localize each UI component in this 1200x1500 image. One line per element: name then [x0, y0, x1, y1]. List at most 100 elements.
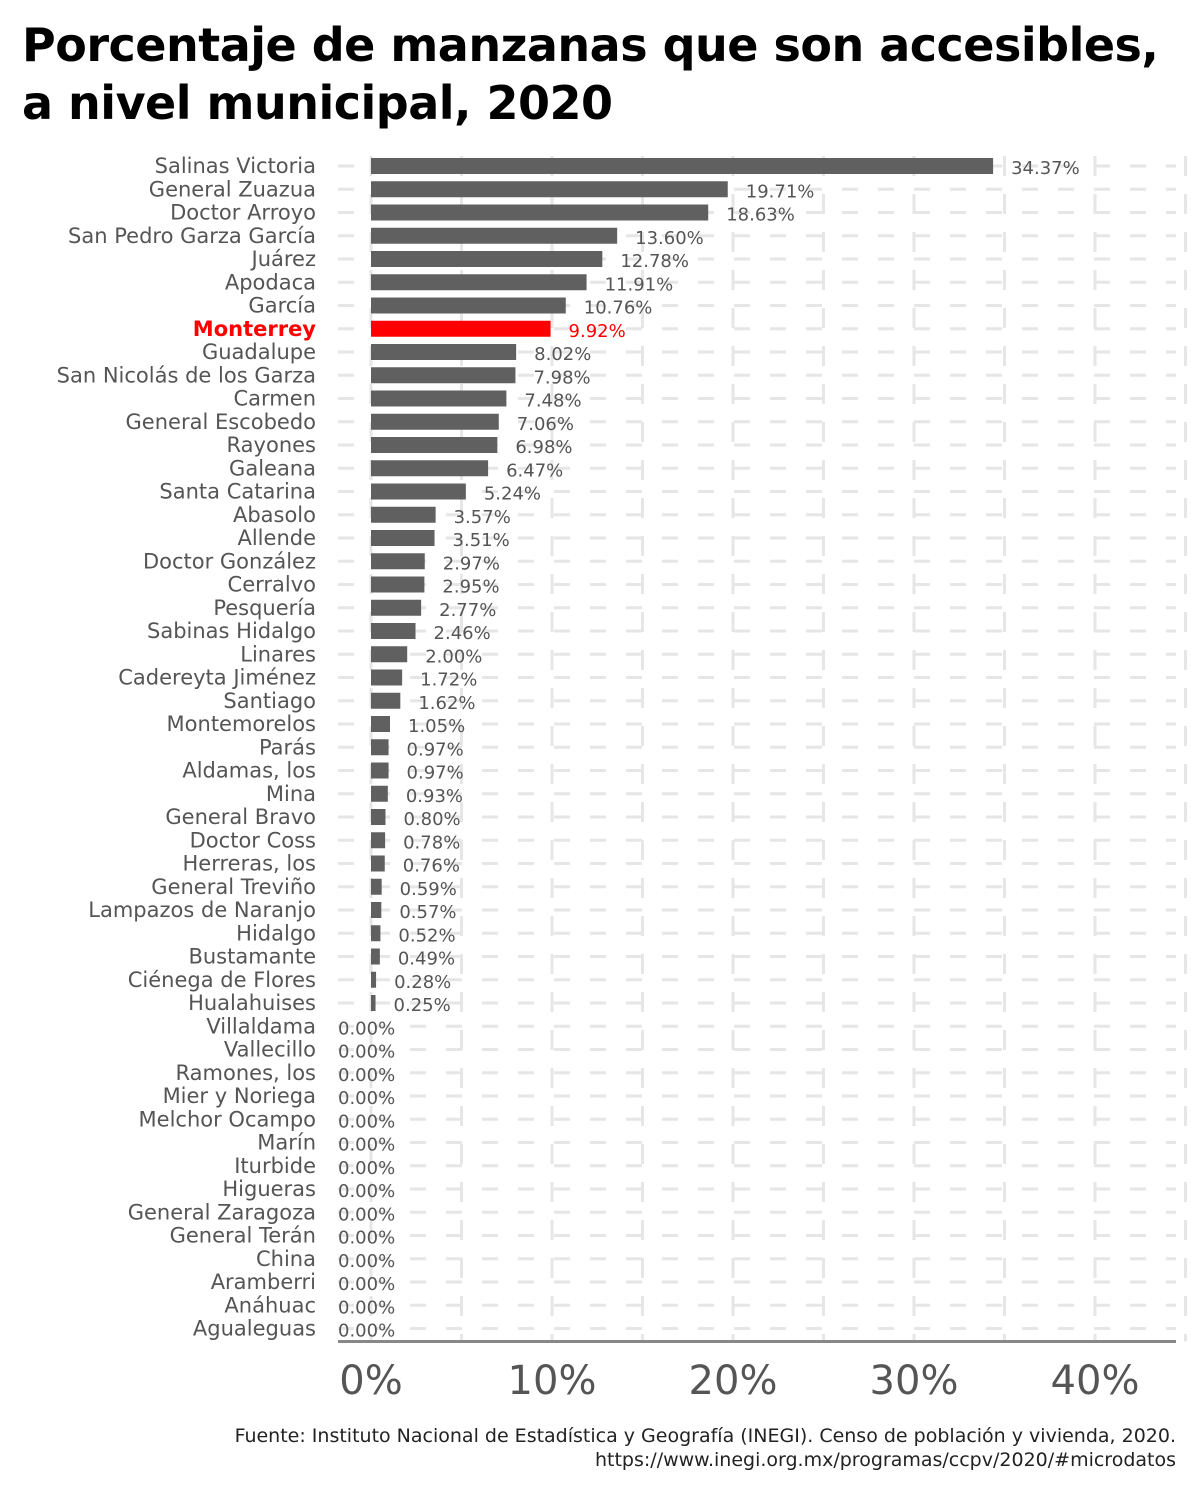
bar [371, 227, 618, 244]
value-label: 0.00% [338, 1321, 395, 1342]
grid-layer [338, 156, 1187, 1342]
bar [371, 669, 403, 686]
x-tick-label: 10% [508, 1358, 597, 1404]
bar [371, 390, 507, 407]
value-label: 0.00% [338, 1181, 395, 1202]
bar [371, 716, 391, 732]
value-label: 10.76% [584, 298, 653, 319]
bar [371, 785, 388, 802]
category-label: Aldamas, los [182, 759, 316, 783]
bar [371, 832, 386, 849]
category-label: Mina [266, 782, 316, 806]
bar [371, 251, 603, 267]
value-label: 0.97% [407, 763, 464, 784]
value-label: 8.02% [534, 344, 591, 365]
bars-layer [371, 158, 994, 1011]
value-label: 19.71% [746, 181, 815, 202]
category-label: General Escobedo [126, 410, 316, 434]
value-label: 7.06% [517, 414, 574, 435]
bar [371, 646, 408, 663]
category-label: Carmen [234, 387, 316, 411]
value-label: 0.52% [398, 925, 455, 946]
value-label: 0.00% [338, 1065, 395, 1086]
value-label: 0.00% [338, 1111, 395, 1132]
bar [371, 181, 728, 198]
bar [371, 878, 382, 895]
category-label: Abasolo [233, 503, 316, 527]
category-label: Parás [259, 735, 316, 759]
category-label: Anáhuac [224, 1293, 316, 1317]
category-label: Iturbide [234, 1154, 316, 1178]
bar [371, 413, 499, 430]
value-label: 0.00% [338, 1204, 395, 1225]
value-label: 0.57% [399, 902, 456, 923]
value-label: 0.59% [400, 879, 457, 900]
value-label: 11.91% [605, 274, 674, 295]
category-label: Doctor González [143, 549, 316, 573]
bar [371, 530, 435, 546]
value-label: 0.00% [338, 1274, 395, 1295]
bar [371, 506, 436, 523]
category-label: Monterrey [193, 317, 317, 341]
chart-title: Porcentaje de manzanas que son accesible… [22, 18, 1159, 130]
bar [371, 623, 416, 639]
labels-layer: Salinas Victoria 34.37% General Zuazua 19.7… [57, 154, 1080, 1342]
category-label: Agualeguas [193, 1317, 316, 1341]
category-label: Pesquería [213, 596, 316, 620]
value-label: 0.93% [406, 786, 463, 807]
category-label: Bustamante [188, 945, 316, 969]
category-label: Galeana [229, 456, 316, 480]
value-label: 1.05% [408, 716, 465, 737]
value-label: 0.00% [338, 1158, 395, 1179]
bar [371, 158, 994, 174]
value-label: 34.37% [1011, 158, 1080, 179]
bar [371, 599, 422, 616]
category-label: Rayones [227, 433, 316, 457]
category-label: Herreras, los [183, 852, 317, 876]
value-label: 2.95% [442, 577, 499, 598]
bar [371, 460, 489, 477]
value-label: 6.98% [515, 437, 572, 458]
bar [371, 739, 389, 756]
value-label: 6.47% [506, 460, 563, 481]
category-label: Aramberri [211, 1270, 316, 1294]
bar [371, 297, 566, 314]
bar [371, 902, 382, 918]
value-label: 1.62% [418, 693, 475, 714]
value-label: 0.80% [403, 809, 460, 830]
value-label: 0.00% [338, 1042, 395, 1063]
value-label: 2.46% [434, 623, 491, 644]
category-label: Melchor Ocampo [139, 1107, 316, 1131]
value-label: 3.57% [454, 507, 511, 528]
source-note: Fuente: Instituto Nacional de Estadístic… [234, 1425, 1176, 1471]
bar [371, 762, 389, 779]
bar [371, 274, 587, 291]
x-tick-label: 20% [689, 1358, 778, 1404]
bar [371, 483, 466, 500]
value-label: 0.25% [394, 995, 451, 1016]
value-label: 18.63% [726, 205, 795, 226]
bar [371, 809, 386, 825]
category-label: General Zuazua [149, 177, 316, 201]
bar [371, 692, 401, 709]
bar [371, 553, 425, 570]
category-label: Sabinas Hidalgo [147, 619, 316, 643]
value-label: 0.00% [338, 1297, 395, 1318]
value-label: 0.00% [338, 1228, 395, 1249]
category-label: García [248, 294, 316, 318]
value-label: 0.28% [394, 972, 451, 993]
category-label: Salinas Victoria [155, 154, 316, 178]
category-label: Montemorelos [167, 712, 316, 736]
value-label: 0.00% [338, 1135, 395, 1156]
value-label: 2.77% [439, 600, 496, 621]
category-label: Santa Catarina [159, 480, 316, 504]
value-label: 7.48% [524, 391, 581, 412]
value-label: 1.72% [420, 670, 477, 691]
value-label: 0.00% [338, 1018, 395, 1039]
category-label: Villaldama [206, 1014, 316, 1038]
category-label: Hidalgo [236, 921, 316, 945]
value-label: 7.98% [533, 367, 590, 388]
category-label: Linares [240, 642, 316, 666]
category-label: Hualahuises [188, 991, 316, 1015]
